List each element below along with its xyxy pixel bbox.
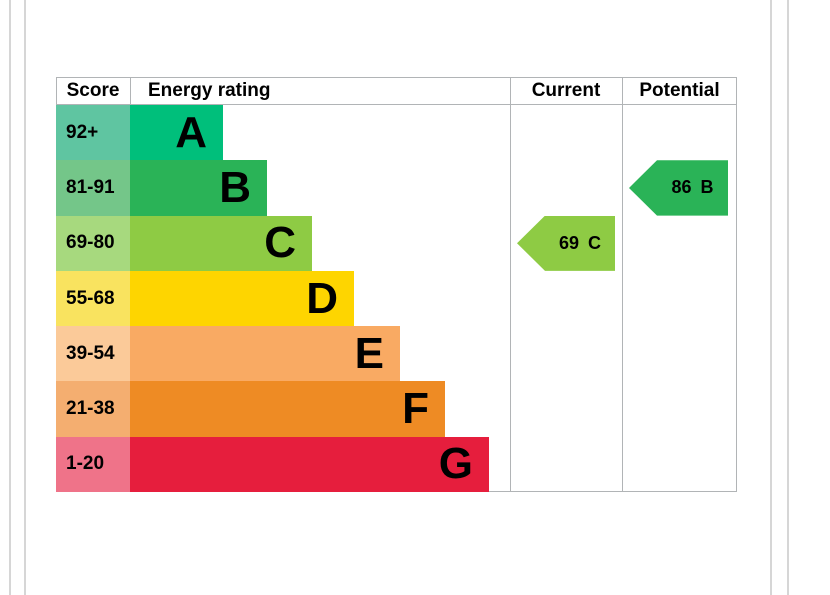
page-border-line	[9, 0, 11, 595]
energy-rating-column-header: Energy rating	[148, 80, 271, 101]
potential-column	[622, 77, 737, 492]
page-border-line	[787, 0, 789, 595]
header-bottom-border	[56, 104, 737, 105]
band-row-b: 81-91 B	[56, 160, 510, 216]
band-score-range: 1-20	[56, 436, 130, 493]
band-row-c: 69-80 C	[56, 215, 510, 271]
page-border-line	[24, 0, 26, 595]
band-bar: D	[130, 270, 354, 327]
band-row-a: 92+ A	[56, 105, 510, 161]
band-row-d: 55-68 D	[56, 270, 510, 327]
band-bar: F	[130, 381, 445, 437]
band-score-range: 69-80	[56, 215, 130, 271]
current-rating-score: 69	[558, 232, 580, 253]
band-score-range: 81-91	[56, 160, 130, 216]
current-column	[510, 77, 622, 492]
band-bar: A	[130, 105, 223, 161]
band-score-range: 92+	[56, 105, 130, 161]
potential-rating-score: 86	[671, 177, 692, 198]
band-row-g: 1-20 G	[56, 436, 510, 493]
current-column-header: Current	[531, 80, 601, 101]
band-bar: C	[130, 215, 312, 271]
epc-rating-chart: Score Energy rating Current Potential 92…	[56, 77, 737, 493]
band-row-f: 21-38 F	[56, 381, 510, 437]
header-left-border	[56, 77, 57, 105]
current-rating-band: C	[588, 232, 602, 253]
header-divider	[130, 77, 131, 105]
band-score-range: 55-68	[56, 270, 130, 327]
potential-column-header: Potential	[639, 80, 720, 101]
band-score-range: 21-38	[56, 381, 130, 437]
band-row-e: 39-54 E	[56, 326, 510, 382]
band-score-range: 39-54	[56, 326, 130, 382]
band-bar: E	[130, 326, 400, 382]
band-rows: 92+ A 81-91 B 69-80 C 55-68 D 39-54 E 21…	[56, 105, 510, 493]
score-column-header: Score	[66, 80, 120, 101]
table-top-border	[56, 77, 737, 78]
band-bar: B	[130, 160, 267, 216]
page-border-line	[770, 0, 772, 595]
band-bar: G	[130, 436, 489, 493]
potential-rating-band: B	[700, 177, 714, 198]
